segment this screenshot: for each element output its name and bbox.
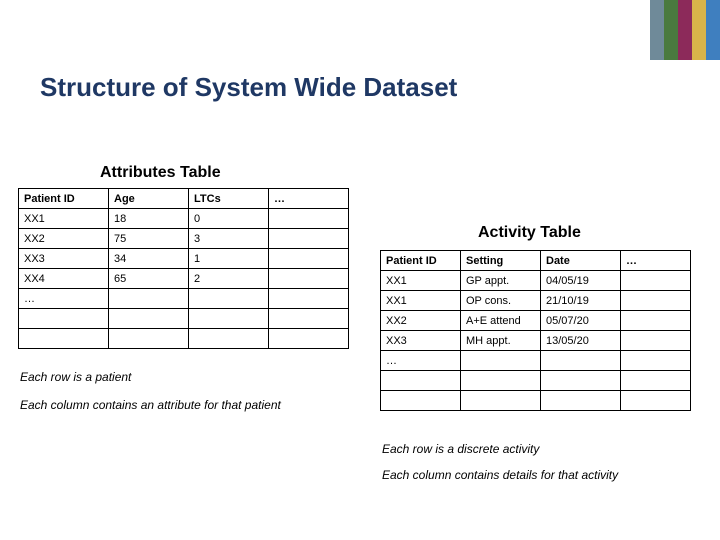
- attributes-caption-row: Each row is a patient: [20, 370, 131, 384]
- table-cell: 18: [109, 209, 189, 229]
- table-cell: XX3: [381, 331, 461, 351]
- table-cell: XX1: [19, 209, 109, 229]
- table-cell: [109, 289, 189, 309]
- table-row: XX4652: [19, 269, 349, 289]
- table-cell: 13/05/20: [541, 331, 621, 351]
- column-header: …: [621, 251, 691, 271]
- table-cell: [19, 329, 109, 349]
- activity-caption-col: Each column contains details for that ac…: [382, 468, 618, 482]
- table-cell: [269, 309, 349, 329]
- table-cell: [621, 311, 691, 331]
- table-cell: 3: [189, 229, 269, 249]
- table-cell: [269, 329, 349, 349]
- column-header: Date: [541, 251, 621, 271]
- table-cell: …: [381, 351, 461, 371]
- table-cell: A+E attend: [461, 311, 541, 331]
- table-cell: 75: [109, 229, 189, 249]
- column-header: …: [269, 189, 349, 209]
- table-cell: [621, 271, 691, 291]
- table-cell: [541, 391, 621, 411]
- table-cell: XX4: [19, 269, 109, 289]
- table-row: …: [19, 289, 349, 309]
- table-cell: 65: [109, 269, 189, 289]
- table-cell: [621, 351, 691, 371]
- table-cell: GP appt.: [461, 271, 541, 291]
- table-cell: XX2: [19, 229, 109, 249]
- table-row: XX2753: [19, 229, 349, 249]
- attributes-caption-col: Each column contains an attribute for th…: [20, 398, 281, 412]
- table-cell: [541, 371, 621, 391]
- column-header: Patient ID: [381, 251, 461, 271]
- table-cell: [269, 229, 349, 249]
- table-cell: [461, 391, 541, 411]
- table-cell: [461, 371, 541, 391]
- stripe: [706, 0, 720, 60]
- attributes-table: Patient IDAgeLTCs…XX1180XX2753XX3341XX46…: [18, 188, 349, 349]
- table-row: [19, 309, 349, 329]
- table-cell: 21/10/19: [541, 291, 621, 311]
- table-cell: [461, 351, 541, 371]
- table-cell: [269, 269, 349, 289]
- table-cell: [621, 371, 691, 391]
- table-cell: [621, 391, 691, 411]
- activity-caption-row: Each row is a discrete activity: [382, 442, 539, 456]
- table-cell: [269, 209, 349, 229]
- table-row: XX2A+E attend05/07/20: [381, 311, 691, 331]
- stripe: [664, 0, 678, 60]
- table-cell: 1: [189, 249, 269, 269]
- table-cell: 0: [189, 209, 269, 229]
- table-cell: 05/07/20: [541, 311, 621, 331]
- table-cell: MH appt.: [461, 331, 541, 351]
- table-cell: XX1: [381, 271, 461, 291]
- stripe: [678, 0, 692, 60]
- table-cell: [269, 289, 349, 309]
- table-cell: XX2: [381, 311, 461, 331]
- table-cell: [621, 291, 691, 311]
- table-row: XX1OP cons.21/10/19: [381, 291, 691, 311]
- column-header: Age: [109, 189, 189, 209]
- table-cell: [19, 309, 109, 329]
- table-row: …: [381, 351, 691, 371]
- table-row: XX3MH appt.13/05/20: [381, 331, 691, 351]
- table-row: XX3341: [19, 249, 349, 269]
- table-row: [381, 391, 691, 411]
- table-cell: 2: [189, 269, 269, 289]
- stripe: [692, 0, 706, 60]
- table-cell: 34: [109, 249, 189, 269]
- page-title: Structure of System Wide Dataset: [40, 72, 457, 103]
- table-cell: OP cons.: [461, 291, 541, 311]
- table-cell: [109, 329, 189, 349]
- table-cell: [381, 371, 461, 391]
- table-cell: [189, 289, 269, 309]
- table-cell: [109, 309, 189, 329]
- column-header: Setting: [461, 251, 541, 271]
- table-cell: [189, 329, 269, 349]
- table-cell: XX1: [381, 291, 461, 311]
- table-cell: [621, 331, 691, 351]
- table-cell: 04/05/19: [541, 271, 621, 291]
- table-cell: [189, 309, 269, 329]
- table-cell: …: [19, 289, 109, 309]
- table-row: [381, 371, 691, 391]
- table-cell: XX3: [19, 249, 109, 269]
- stripe: [650, 0, 664, 60]
- column-header: Patient ID: [19, 189, 109, 209]
- activity-table-title: Activity Table: [478, 224, 581, 242]
- table-cell: [541, 351, 621, 371]
- table-cell: [269, 249, 349, 269]
- activity-table: Patient IDSettingDate…XX1GP appt.04/05/1…: [380, 250, 691, 411]
- table-row: XX1GP appt.04/05/19: [381, 271, 691, 291]
- table-cell: [381, 391, 461, 411]
- column-header: LTCs: [189, 189, 269, 209]
- attributes-table-title: Attributes Table: [100, 164, 221, 182]
- table-row: [19, 329, 349, 349]
- table-row: XX1180: [19, 209, 349, 229]
